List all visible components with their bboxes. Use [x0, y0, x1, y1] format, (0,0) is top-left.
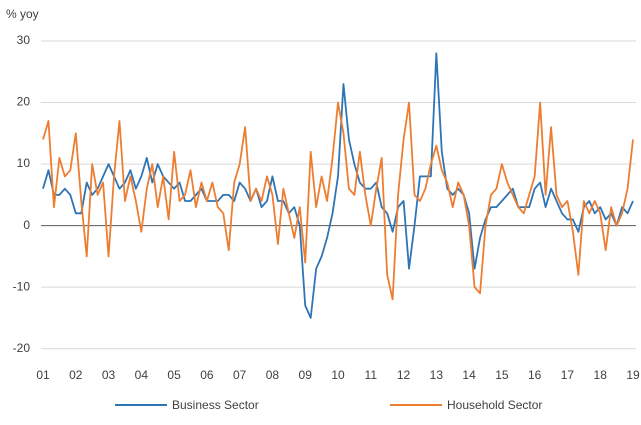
- x-tick-label: 15: [495, 368, 509, 382]
- y-tick-label: 0: [23, 218, 30, 232]
- y-tick-label: 30: [17, 33, 31, 47]
- x-tick-label: 09: [299, 368, 313, 382]
- x-tick-label: 08: [266, 368, 280, 382]
- x-tick-label: 19: [626, 368, 640, 382]
- legend-label: Household Sector: [447, 398, 542, 412]
- y-tick-label: 20: [17, 95, 31, 109]
- x-tick-label: 13: [430, 368, 444, 382]
- x-tick-label: 03: [102, 368, 116, 382]
- y-tick-label: -20: [13, 341, 31, 355]
- x-tick-label: 01: [36, 368, 50, 382]
- series-line: [42, 52, 634, 319]
- x-tick-label: 12: [397, 368, 411, 382]
- x-tick-label: 17: [561, 368, 575, 382]
- x-tick-label: 07: [233, 368, 247, 382]
- series-line: [42, 101, 634, 301]
- x-tick-label: 18: [594, 368, 608, 382]
- x-tick-label: 02: [69, 368, 83, 382]
- y-tick-label: -10: [13, 279, 31, 293]
- x-tick-label: 10: [331, 368, 345, 382]
- x-tick-label: 11: [365, 368, 378, 382]
- y-axis-label: % yoy: [6, 7, 39, 21]
- x-tick-label: 05: [167, 368, 181, 382]
- y-tick-label: 10: [17, 156, 31, 170]
- x-tick-label: 16: [528, 368, 542, 382]
- x-tick-label: 14: [462, 368, 476, 382]
- x-tick-label: 06: [200, 368, 214, 382]
- legend-label: Business Sector: [172, 398, 259, 412]
- x-tick-label: 04: [135, 368, 149, 382]
